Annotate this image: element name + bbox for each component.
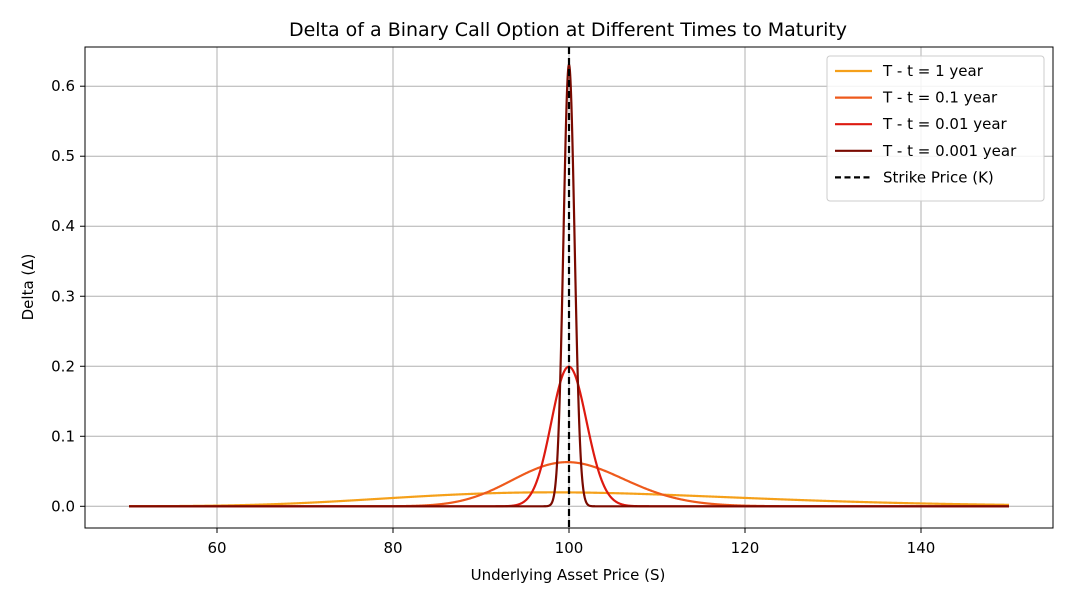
legend-box: [826, 55, 1045, 202]
y-tick-label: 0.6: [51, 77, 75, 95]
y-tick-label: 0.4: [51, 217, 75, 235]
x-tick-label: 140: [907, 539, 936, 557]
legend-label: T - t = 0.001 year: [882, 142, 1017, 160]
x-tick-label: 120: [731, 539, 760, 557]
y-axis-label: Delta (Δ): [19, 254, 37, 321]
legend-label: Strike Price (K): [883, 168, 994, 186]
legend: T - t = 1 year T - t = 0.1 year T - t = 0.…: [826, 55, 1045, 202]
x-tick-label: 100: [555, 539, 584, 557]
y-tick-label: 0.2: [51, 357, 75, 375]
y-tick-label: 0.3: [51, 287, 75, 305]
legend-label: T - t = 1 year: [882, 62, 984, 80]
series-layer: [128, 47, 1010, 528]
y-tick-label: 0.1: [51, 427, 75, 445]
x-tick-label: 60: [207, 539, 226, 557]
y-tick-label: 0.0: [51, 497, 75, 515]
x-tick-label: 80: [383, 539, 402, 557]
legend-label: T - t = 0.1 year: [882, 89, 998, 107]
chart-title: Delta of a Binary Call Option at Differe…: [289, 19, 847, 41]
legend-label: T - t = 0.01 year: [882, 115, 1008, 133]
tick-layer: 60 80 100 120 140 0.0 0.1 0.2 0.3 0.4 0.5 0.6: [51, 77, 935, 557]
x-axis-label: Underlying Asset Price (S): [471, 566, 666, 584]
y-tick-label: 0.5: [51, 147, 75, 165]
